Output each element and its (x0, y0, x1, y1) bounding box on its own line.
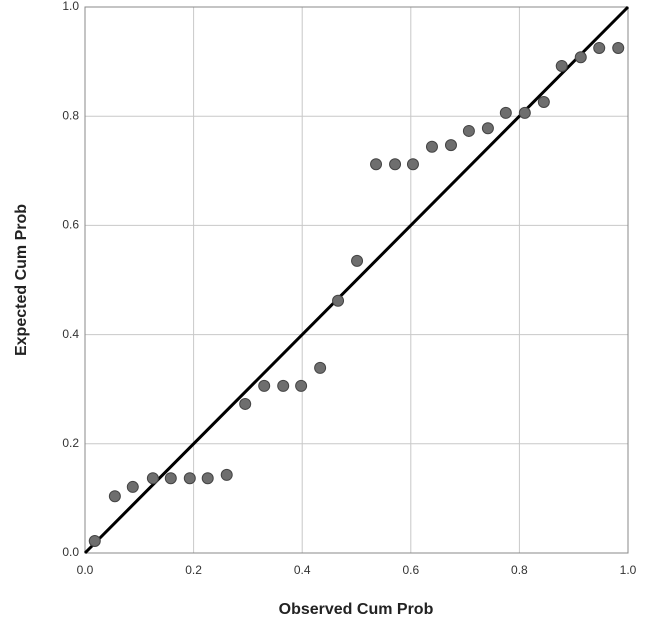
point (389, 158, 402, 171)
point (277, 379, 290, 392)
point (146, 472, 159, 485)
point (239, 397, 252, 410)
y-tick-label: 0.4 (62, 327, 79, 341)
point (164, 472, 177, 485)
point (126, 480, 139, 493)
x-tick-label: 0.0 (77, 563, 94, 577)
x-tick-label: 0.8 (511, 563, 528, 577)
point (220, 468, 233, 481)
point (462, 124, 475, 137)
y-tick-label: 0.6 (62, 218, 79, 232)
point (574, 51, 587, 64)
y-tick-label: 0.0 (62, 545, 79, 559)
y-tick-label: 0.2 (62, 436, 79, 450)
point (518, 106, 531, 119)
point (406, 158, 419, 171)
point (425, 140, 438, 153)
x-tick-label: 0.2 (185, 563, 202, 577)
reference-line (83, 5, 630, 555)
point (183, 472, 196, 485)
plot-frame (84, 6, 629, 554)
point (108, 490, 121, 503)
point (88, 534, 101, 547)
point (612, 41, 625, 54)
y-tick-label: 0.8 (62, 108, 79, 122)
point (201, 472, 214, 485)
point (295, 379, 308, 392)
point (314, 361, 327, 374)
point (499, 106, 512, 119)
x-axis-title: Observed Cum Prob (279, 601, 434, 618)
point (444, 139, 457, 152)
y-axis-title: Expected Cum Prob (13, 204, 30, 356)
x-tick-label: 1.0 (620, 563, 637, 577)
point (258, 379, 271, 392)
point (481, 122, 494, 135)
point (370, 158, 383, 171)
point (537, 96, 550, 109)
point (555, 59, 568, 72)
point (593, 41, 606, 54)
x-tick-label: 0.4 (294, 563, 311, 577)
x-tick-label: 0.6 (402, 563, 419, 577)
y-tick-label: 1.0 (62, 0, 79, 13)
point (351, 254, 364, 267)
point (332, 294, 345, 307)
